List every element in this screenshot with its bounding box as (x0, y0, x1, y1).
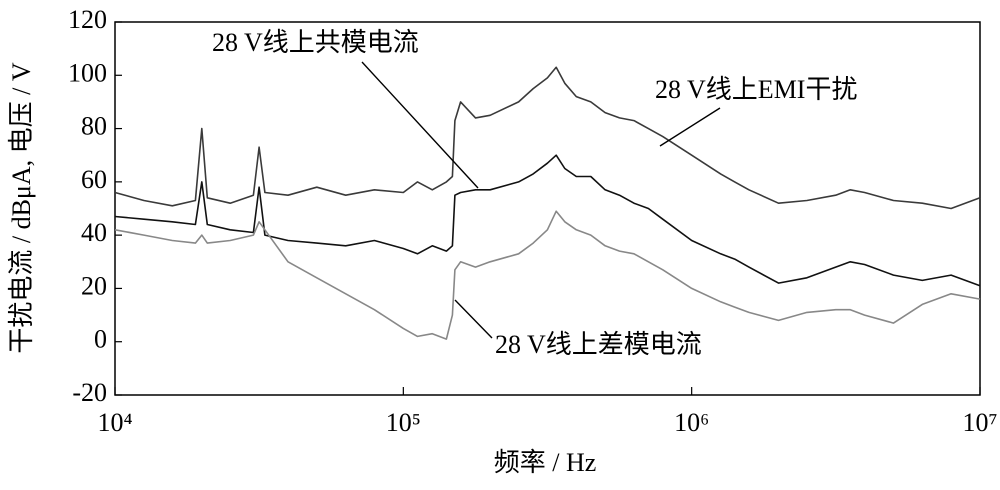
x-tick-label: 10⁵ (386, 408, 421, 437)
y-tick-label: 80 (81, 112, 107, 141)
y-tick-label: 100 (68, 58, 107, 87)
plot-frame (114, 21, 981, 396)
y-tick-label: 120 (68, 5, 107, 34)
y-tick-label: 20 (81, 271, 107, 300)
y-tick-label: -20 (72, 378, 107, 407)
x-tick-label: 10⁷ (962, 408, 997, 437)
series-line (114, 154, 981, 287)
y-tick-label: 60 (81, 165, 107, 194)
series-line (114, 210, 981, 340)
x-tick-label: 10⁶ (674, 408, 709, 437)
series-label: 28 V线上共模电流 (212, 28, 419, 57)
label-leader (361, 61, 479, 189)
series-line (114, 66, 981, 210)
series-label: 28 V线上差模电流 (495, 330, 702, 359)
label-leader (659, 107, 721, 147)
x-tick-label: 10⁴ (97, 408, 132, 437)
x-axis-label: 频率 / Hz (494, 448, 597, 477)
y-tick-label: 0 (94, 325, 107, 354)
label-leader (454, 299, 493, 339)
y-tick-label: 40 (81, 218, 107, 247)
series-label: 28 V线上EMI干扰 (655, 75, 857, 104)
y-axis-label: 干扰电流 / dBμA, 电压 / V (7, 62, 36, 354)
